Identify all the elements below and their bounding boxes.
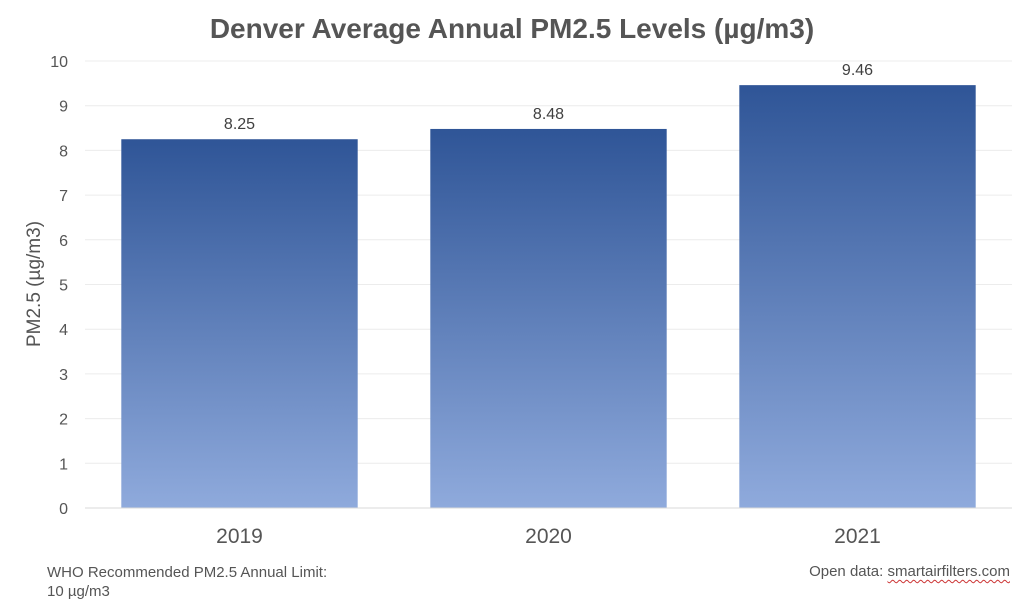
bars xyxy=(121,85,976,508)
x-tick-label: 2021 xyxy=(834,525,881,548)
bar-2019 xyxy=(121,139,358,508)
x-tick-labels: 2019 2020 2021 xyxy=(216,525,881,548)
y-axis-label: PM2.5 (µg/m3) xyxy=(24,221,45,347)
y-tick-label: 4 xyxy=(59,322,68,339)
data-label: 9.46 xyxy=(842,62,873,79)
who-limit-note: WHO Recommended PM2.5 Annual Limit: 10 µ… xyxy=(47,563,327,601)
source-link[interactable]: smartairfilters.com xyxy=(887,563,1010,580)
y-tick-label: 3 xyxy=(59,367,68,384)
y-tick-labels: 0 1 2 3 4 5 6 7 8 9 10 xyxy=(50,54,68,518)
y-tick-label: 10 xyxy=(50,54,68,71)
y-tick-label: 1 xyxy=(59,456,68,473)
data-source: Open data: smartairfilters.com xyxy=(809,563,1010,580)
bar-chart: Denver Average Annual PM2.5 Levels (µg/m… xyxy=(24,13,1012,548)
data-label: 8.48 xyxy=(533,106,564,123)
data-label: 8.25 xyxy=(224,116,255,133)
y-tick-label: 7 xyxy=(59,188,68,205)
chart-title: Denver Average Annual PM2.5 Levels (µg/m… xyxy=(210,13,814,44)
who-limit-line2: 10 µg/m3 xyxy=(47,583,110,600)
who-limit-line1: WHO Recommended PM2.5 Annual Limit: xyxy=(47,564,328,581)
y-tick-label: 0 xyxy=(59,501,68,518)
data-labels: 8.25 8.48 9.46 xyxy=(224,62,873,133)
x-tick-label: 2019 xyxy=(216,525,263,548)
y-tick-label: 9 xyxy=(59,99,68,116)
source-prefix: Open data: xyxy=(809,563,888,580)
x-tick-label: 2020 xyxy=(525,525,572,548)
y-tick-label: 6 xyxy=(59,233,68,250)
bar-2020 xyxy=(430,128,667,508)
y-tick-label: 8 xyxy=(59,143,68,160)
y-tick-label: 5 xyxy=(59,278,68,295)
y-tick-label: 2 xyxy=(59,412,68,429)
bar-2021 xyxy=(739,85,976,508)
